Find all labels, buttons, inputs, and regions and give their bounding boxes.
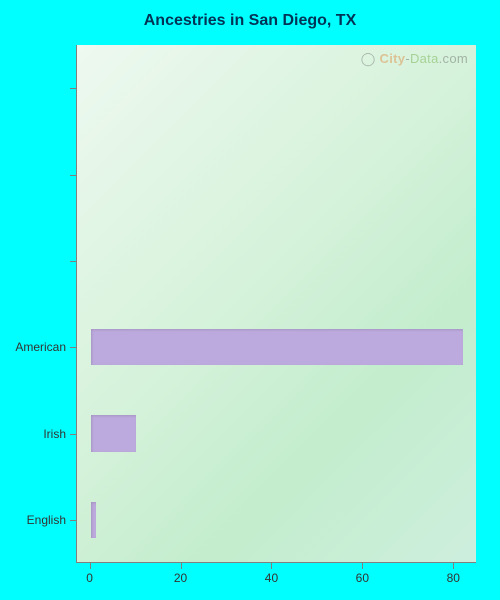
watermark-text-dash: - bbox=[405, 51, 410, 66]
x-axis-label: 60 bbox=[356, 571, 369, 585]
x-axis-tick bbox=[90, 563, 91, 569]
y-axis-label: American bbox=[0, 340, 66, 354]
y-axis-label: English bbox=[0, 513, 66, 527]
y-axis-tick bbox=[70, 434, 76, 435]
y-axis-tick bbox=[70, 520, 76, 521]
plot-area: ◯ City-Data.com bbox=[76, 45, 476, 563]
watermark-icon: ◯ bbox=[361, 51, 376, 66]
x-axis-label: 0 bbox=[86, 571, 93, 585]
bar bbox=[91, 502, 96, 538]
watermark-text-city: City bbox=[380, 51, 406, 66]
watermark-city-data: ◯ City-Data.com bbox=[361, 51, 468, 67]
bar bbox=[91, 415, 136, 451]
x-axis-tick bbox=[362, 563, 363, 569]
watermark-text-dot: .com bbox=[439, 51, 468, 66]
y-axis-tick bbox=[70, 261, 76, 262]
y-axis-tick bbox=[70, 347, 76, 348]
y-axis-tick bbox=[70, 88, 76, 89]
y-axis-label: Irish bbox=[0, 427, 66, 441]
x-axis-tick bbox=[453, 563, 454, 569]
x-axis-label: 40 bbox=[265, 571, 278, 585]
bar bbox=[91, 329, 464, 365]
x-axis-label: 80 bbox=[447, 571, 460, 585]
x-axis-label: 20 bbox=[174, 571, 187, 585]
y-axis-tick bbox=[70, 175, 76, 176]
watermark-text-data: Data bbox=[410, 51, 439, 66]
chart-title: Ancestries in San Diego, TX bbox=[0, 12, 500, 30]
x-axis-tick bbox=[181, 563, 182, 569]
x-axis-tick bbox=[271, 563, 272, 569]
